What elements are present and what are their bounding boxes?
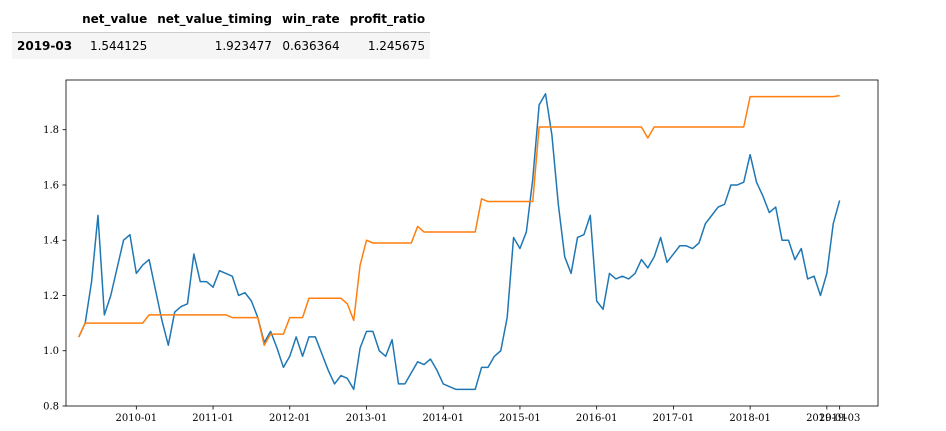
cell: 0.636364 xyxy=(282,39,340,53)
series-line xyxy=(78,94,840,346)
data-row: 2019-03 1.544125 1.923477 0.636364 1.245… xyxy=(12,32,431,59)
x-tick-label: 2010-01 xyxy=(116,413,158,424)
column-header: profit_ratio xyxy=(344,6,431,33)
x-tick-label: 2013-01 xyxy=(346,413,388,424)
x-tick-label: 2014-01 xyxy=(422,413,464,424)
x-tick-label: 2019-01 xyxy=(806,413,848,424)
axes-frame xyxy=(65,79,879,407)
header-row: net_value net_value_timing win_rate prof… xyxy=(12,6,431,33)
row-index: 2019-03 xyxy=(17,39,73,53)
y-tick-label: 1.8 xyxy=(43,125,59,136)
summary-table: net_value net_value_timing win_rate prof… xyxy=(12,6,431,59)
x-tick-label: 2019-03 xyxy=(819,413,861,424)
x-tick-label: 2012-01 xyxy=(269,413,311,424)
y-tick-label: 0.8 xyxy=(43,402,59,413)
y-tick-label: 1.4 xyxy=(43,236,59,247)
y-tick-label: 1.6 xyxy=(43,180,59,191)
y-tick-label: 1.0 xyxy=(43,346,59,357)
y-tick-label: 1.2 xyxy=(43,291,59,302)
column-header: net_value_timing xyxy=(152,6,277,33)
column-header: net_value xyxy=(77,6,153,33)
x-tick-label: 2016-01 xyxy=(576,413,618,424)
x-tick-label: 2015-01 xyxy=(499,413,541,424)
cell: 1.923477 xyxy=(214,39,272,53)
cell: 1.544125 xyxy=(89,39,148,53)
index-header xyxy=(12,6,78,33)
series-line xyxy=(78,93,841,391)
column-header: win_rate xyxy=(276,6,345,33)
cell: 1.245675 xyxy=(367,39,426,53)
x-tick-label: 2018-01 xyxy=(729,413,771,424)
x-tick-label: 2017-01 xyxy=(653,413,695,424)
x-tick-label: 2011-01 xyxy=(192,413,234,424)
